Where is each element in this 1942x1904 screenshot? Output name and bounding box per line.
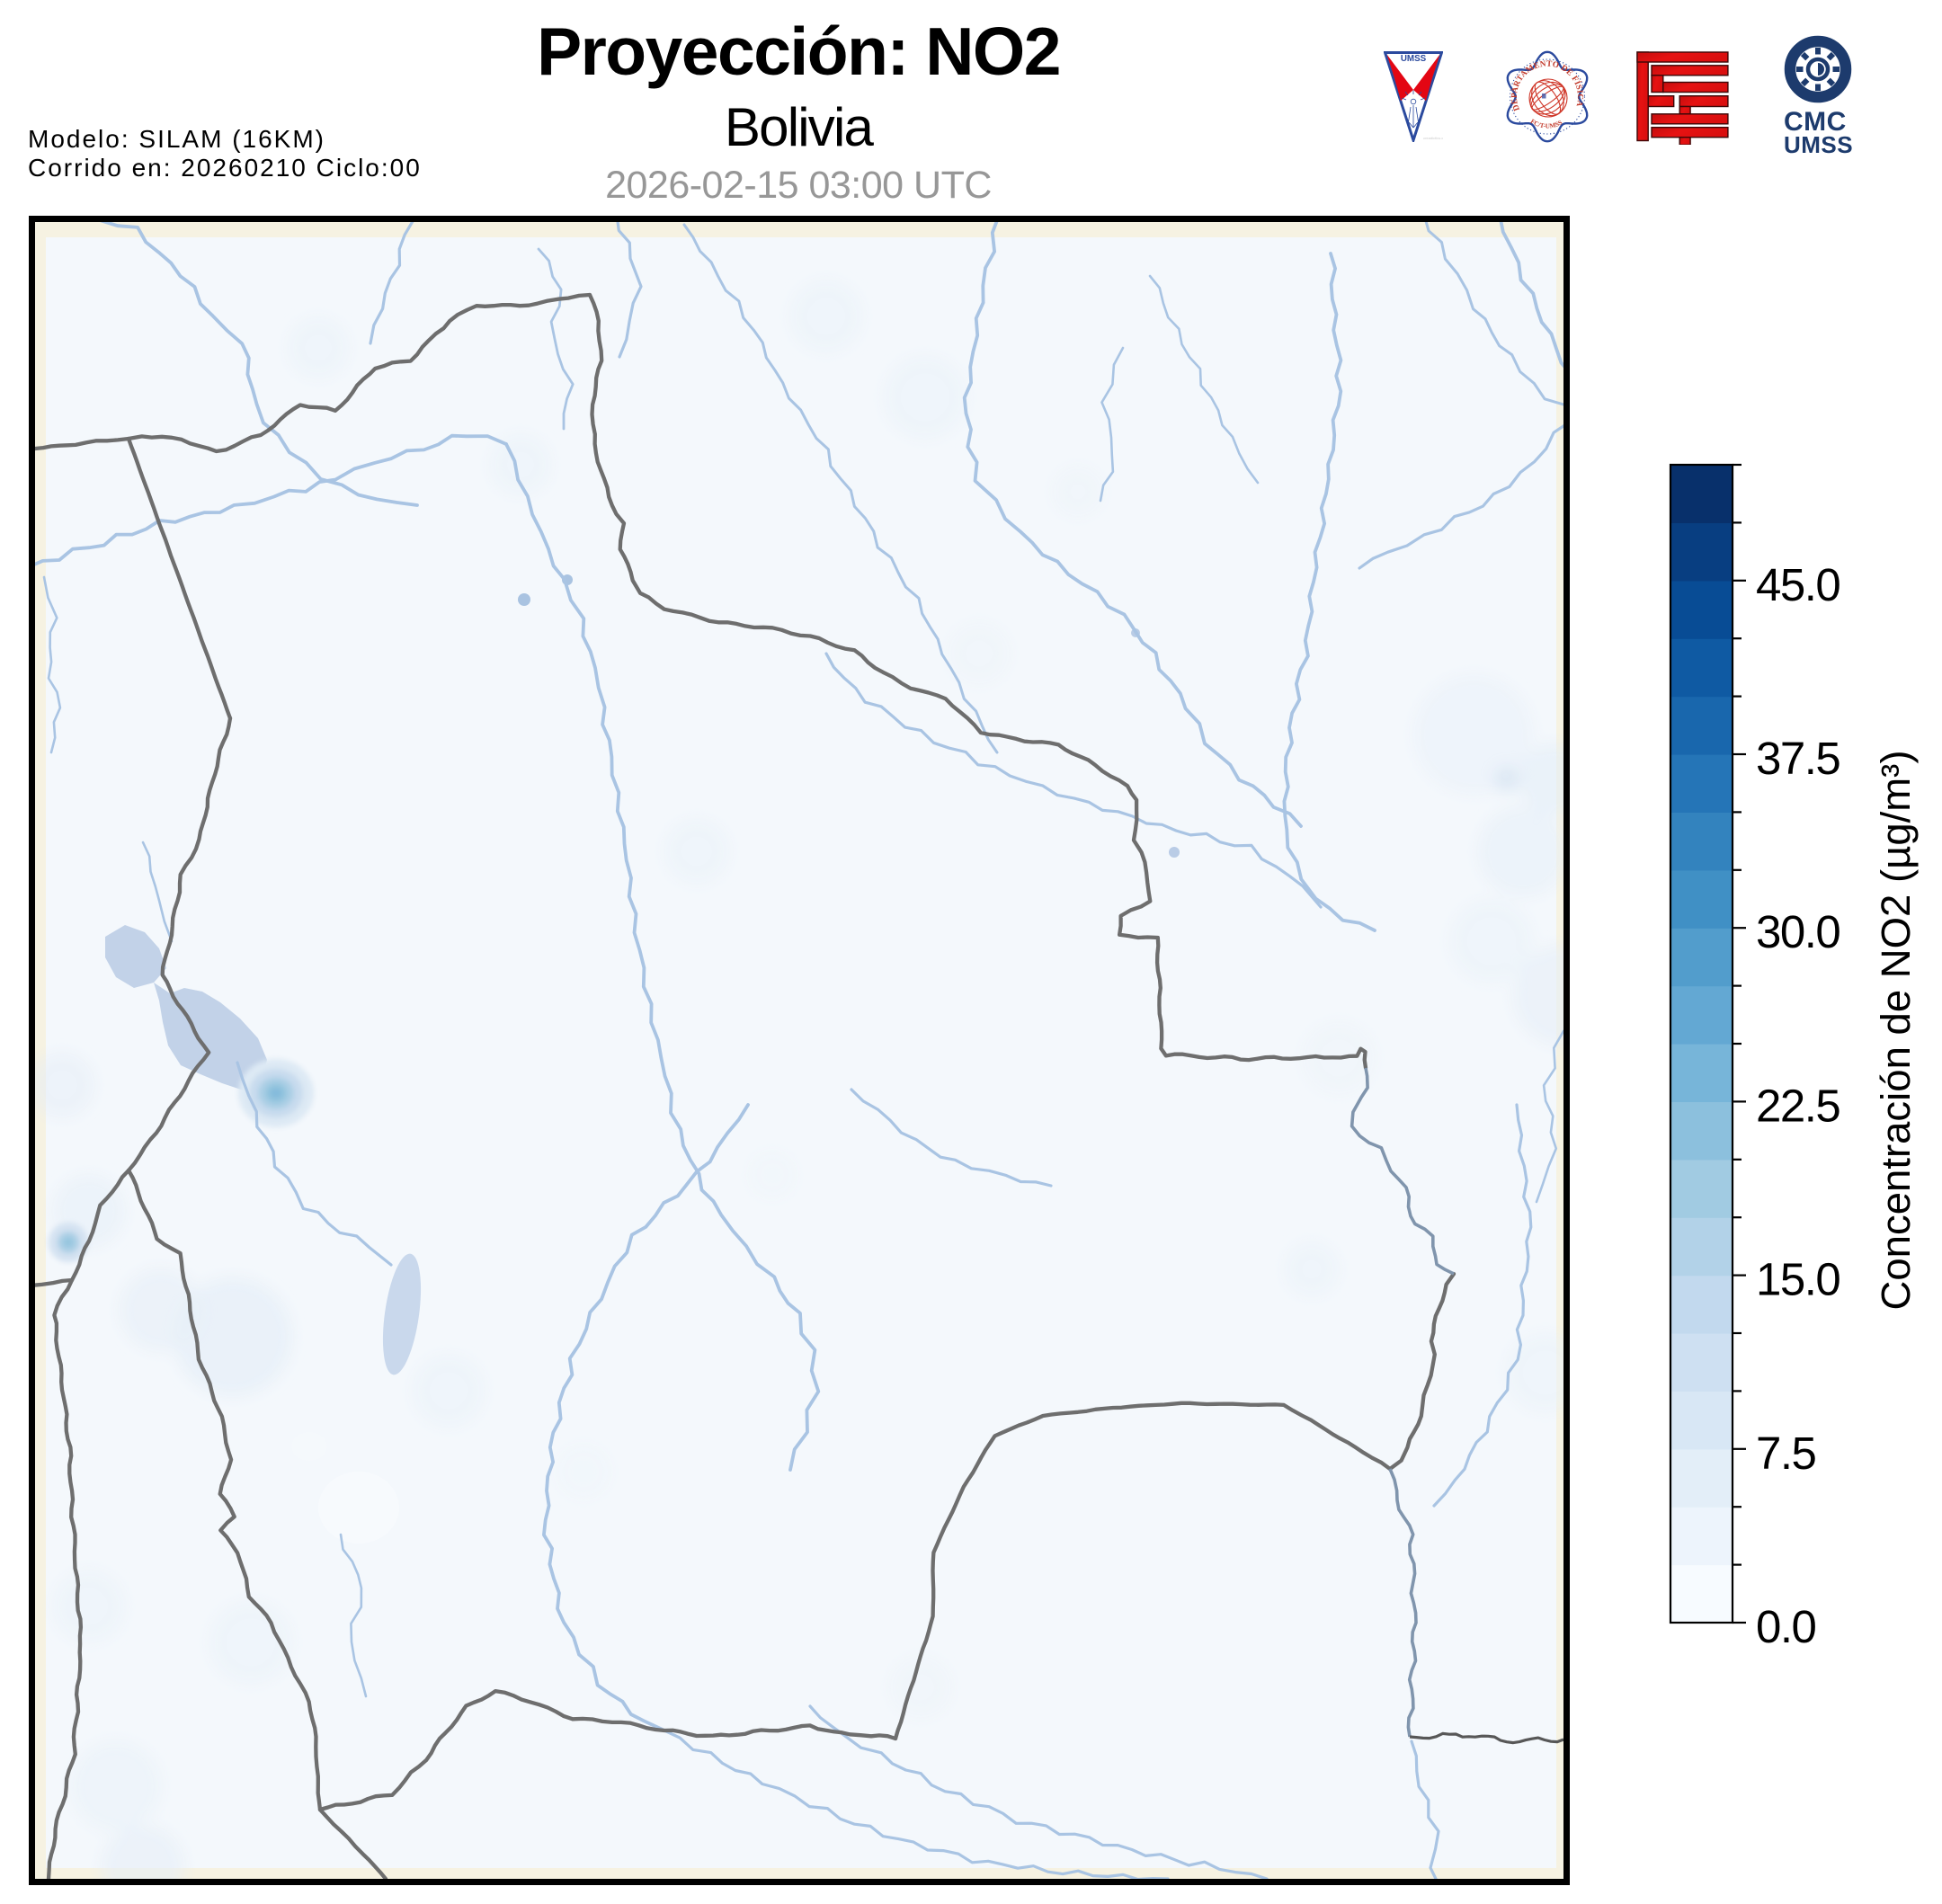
svg-text:creadictivo.com: creadictivo.com	[1423, 136, 1443, 140]
svg-text:30.0: 30.0	[1756, 906, 1840, 957]
svg-text:15.0: 15.0	[1756, 1254, 1840, 1305]
svg-text:7.5: 7.5	[1756, 1428, 1816, 1479]
svg-text:Concentración de NO2 (µg/m³): Concentración de NO2 (µg/m³)	[1873, 750, 1919, 1310]
svg-text:CMC: CMC	[1784, 107, 1847, 137]
svg-text:0.0: 0.0	[1756, 1601, 1816, 1652]
svg-text:37.5: 37.5	[1756, 733, 1840, 784]
svg-text:UMSS: UMSS	[1401, 54, 1427, 64]
svg-text:45.0: 45.0	[1756, 559, 1840, 610]
svg-text:UMSS: UMSS	[1784, 131, 1853, 158]
svg-text:22.5: 22.5	[1756, 1080, 1840, 1131]
